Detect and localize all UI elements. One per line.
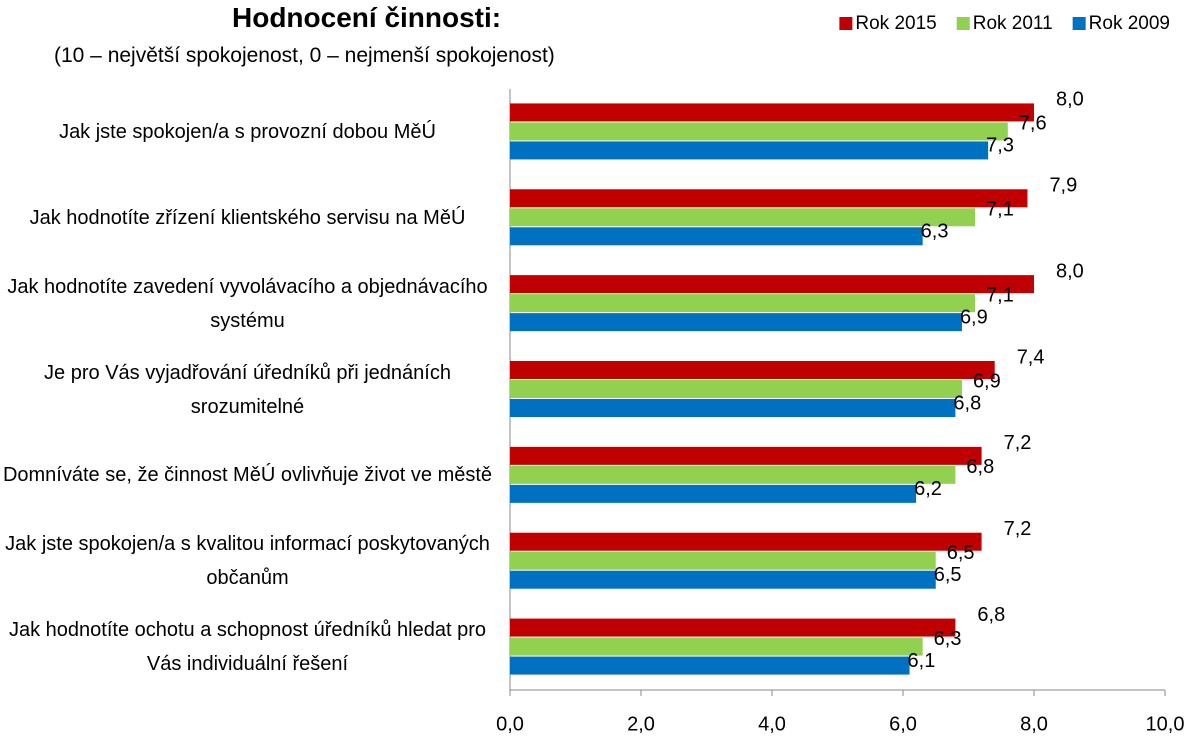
x-tick-label: 0,0 xyxy=(496,713,524,735)
legend-label: Rok 2015 xyxy=(855,13,936,34)
data-label: 7,6 xyxy=(1019,113,1047,135)
bar xyxy=(510,141,989,160)
bar xyxy=(510,227,923,246)
category-label: Jak hodnotíte zavedení vyvolávacího a ob… xyxy=(7,275,488,332)
data-label: 6,3 xyxy=(921,221,949,243)
data-label: 6,8 xyxy=(966,456,994,478)
data-label: 6,9 xyxy=(973,370,1001,392)
bar xyxy=(510,551,936,570)
chart-subtitle: (10 – největší spokojenost, 0 – nejmenší… xyxy=(54,44,555,67)
bar xyxy=(510,399,956,417)
data-label: 6,9 xyxy=(960,306,988,328)
category-label: Domníváte se, že činnost MěÚ ovlivňuje ž… xyxy=(2,464,493,487)
data-label: 6,5 xyxy=(947,542,975,564)
data-label: 7,2 xyxy=(1004,518,1032,540)
category-label: Jak hodnotíte ochotu a schopnost úředník… xyxy=(8,619,486,676)
bar xyxy=(510,294,976,313)
data-label: 6,3 xyxy=(934,628,962,650)
data-label: 6,2 xyxy=(914,478,942,500)
x-tick-label: 8,0 xyxy=(1020,713,1048,735)
chart-title: Hodnocení činnosti: xyxy=(232,2,502,33)
bar xyxy=(510,361,995,379)
data-label: 7,1 xyxy=(986,284,1014,306)
x-tick-label: 4,0 xyxy=(758,713,786,735)
bar xyxy=(510,618,956,637)
legend-label: Rok 2011 xyxy=(973,13,1053,34)
data-label: 8,0 xyxy=(1056,89,1084,111)
data-label: 7,1 xyxy=(986,199,1014,221)
bar xyxy=(510,208,976,227)
data-label: 6,1 xyxy=(908,650,936,672)
bar xyxy=(510,103,1034,122)
data-label: 8,0 xyxy=(1056,260,1084,282)
bar xyxy=(510,275,1034,294)
legend-swatch xyxy=(956,17,970,30)
data-label: 7,3 xyxy=(986,135,1014,157)
bar xyxy=(510,380,962,398)
bar xyxy=(510,484,917,503)
legend-swatch xyxy=(1072,17,1086,30)
data-label: 6,8 xyxy=(977,604,1005,626)
category-label: Jak hodnotíte zřízení klientského servis… xyxy=(29,206,466,229)
data-label: 6,8 xyxy=(953,392,981,414)
data-label: 6,5 xyxy=(934,564,962,586)
bar xyxy=(510,189,1028,208)
category-label: Jak jste spokojen/a s kvalitou informací… xyxy=(5,533,490,590)
category-label: Jak jste spokojen/a s provozní dobou MěÚ xyxy=(59,120,436,143)
data-label: 7,9 xyxy=(1049,175,1077,197)
bar xyxy=(510,570,936,589)
legend-label: Rok 2009 xyxy=(1089,13,1170,34)
x-tick-label: 6,0 xyxy=(889,713,917,735)
bar xyxy=(510,446,982,465)
bar xyxy=(510,532,982,551)
bar xyxy=(510,122,1008,141)
bar xyxy=(510,465,956,484)
bar xyxy=(510,313,962,332)
bar xyxy=(510,637,923,656)
legend-swatch xyxy=(839,17,853,30)
data-label: 7,4 xyxy=(1017,346,1045,368)
x-tick-label: 2,0 xyxy=(627,713,655,735)
bar xyxy=(510,656,910,675)
x-tick-label: 10,0 xyxy=(1146,713,1185,735)
data-label: 7,2 xyxy=(1004,432,1032,454)
category-label: Je pro Vás vyjadřování úředníků při jedn… xyxy=(44,361,451,418)
